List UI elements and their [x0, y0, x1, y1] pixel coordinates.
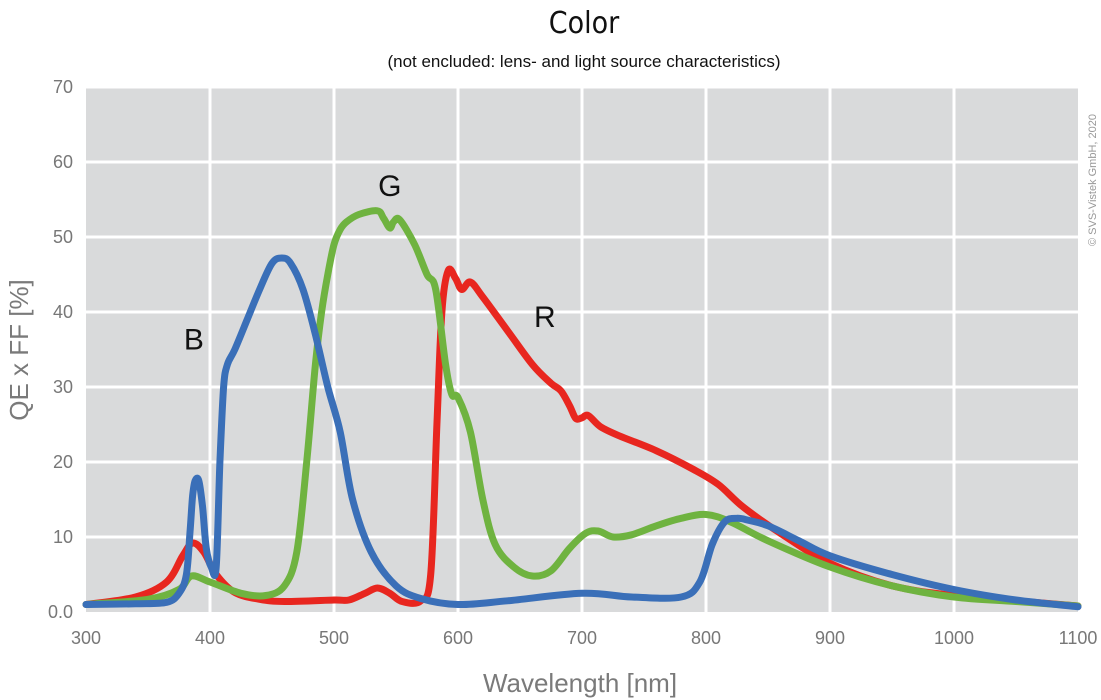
x-tick-labels: 300 400 500 600 700 800 900 1000 1100 [71, 628, 1097, 648]
y-tick-label: 30 [53, 377, 73, 397]
x-tick-label: 500 [319, 628, 349, 648]
series-label-r: R [534, 301, 556, 334]
x-tick-label: 300 [71, 628, 101, 648]
y-tick-label: 10 [53, 527, 73, 547]
series-labels: B G R [184, 170, 556, 357]
y-tick-label: 40 [53, 302, 73, 322]
x-axis-label: Wavelength [nm] [483, 668, 677, 698]
chart-subtitle: (not encluded: lens- and light source ch… [387, 52, 780, 71]
x-tick-label: 700 [567, 628, 597, 648]
y-axis-label: QE x FF [%] [4, 279, 34, 421]
x-tick-label: 600 [443, 628, 473, 648]
x-tick-label: 1000 [934, 628, 974, 648]
series-line-g [82, 207, 1082, 610]
series-label-g: G [378, 170, 401, 203]
x-tick-label: 400 [195, 628, 225, 648]
series-line-b [82, 254, 1082, 611]
grid-lines [86, 85, 1078, 612]
x-tick-label: 900 [815, 628, 845, 648]
y-tick-label: 20 [53, 452, 73, 472]
x-tick-label: 1100 [1059, 628, 1098, 648]
series-lines [82, 207, 1082, 611]
y-tick-labels: 0.0 10 20 30 40 50 60 70 [48, 77, 73, 622]
y-tick-label: 60 [53, 152, 73, 172]
y-tick-label: 50 [53, 227, 73, 247]
x-tick-label: 800 [691, 628, 721, 648]
copyright-note: © SVS-Vistek GmbH, 2020 [1087, 114, 1099, 246]
chart-title: Color [549, 6, 620, 41]
series-label-b: B [184, 324, 204, 357]
y-tick-label: 70 [53, 77, 73, 97]
y-tick-label: 0.0 [48, 602, 73, 622]
